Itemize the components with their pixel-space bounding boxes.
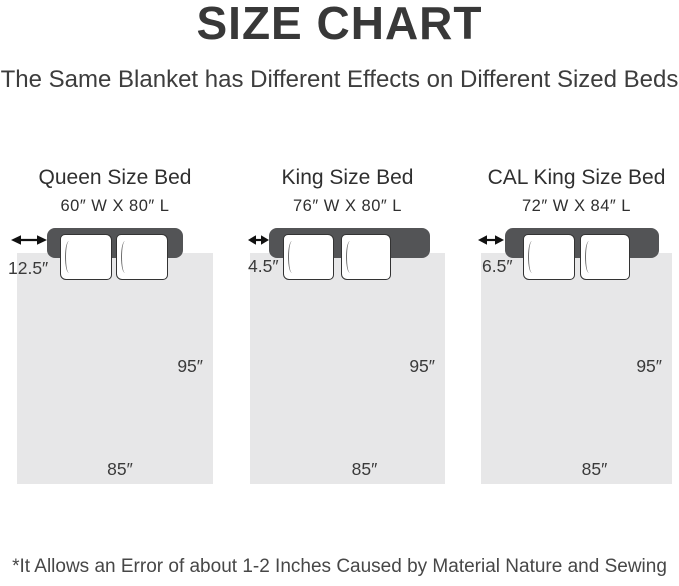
bed-dimensions: 76″ W X 80″ L [293,197,402,215]
footnote: *It Allows an Error of about 1-2 Inches … [12,556,667,577]
overhang-arrow-icon [478,234,504,246]
blanket [250,253,445,484]
blanket-width-label: 85″ [351,459,378,479]
blanket-length-label: 95″ [177,356,203,376]
blanket-width-label: 85″ [107,459,133,479]
page-title: SIZE CHART [196,0,483,49]
page-subtitle: The Same Blanket has Different Effects o… [0,66,679,93]
overhang-label: 6.5″ [482,256,513,276]
blanket-width-label: 85″ [581,459,608,479]
bed-dimensions: 72″ W X 84″ L [522,197,631,215]
overhang-label: 4.5″ [248,256,279,276]
pillow-right [116,234,168,280]
pillow-right [580,234,630,280]
pillow-right [341,234,391,280]
bed-name: CAL King Size Bed [487,166,666,189]
bed-name: King Size Bed [281,166,414,189]
blanket [481,253,672,484]
overhang-arrow-icon [11,234,47,246]
overhang-label: 12.5″ [8,258,49,278]
blanket [17,253,213,484]
bed-dimensions: 60″ W X 80″ L [60,197,170,215]
pillow-left [283,234,334,280]
overhang-arrow-icon [248,234,269,246]
pillow-left [523,234,575,280]
blanket-length-label: 95″ [409,356,435,376]
pillow-left [60,234,112,280]
blanket-length-label: 95″ [636,356,662,376]
bed-name: Queen Size Bed [38,166,192,189]
